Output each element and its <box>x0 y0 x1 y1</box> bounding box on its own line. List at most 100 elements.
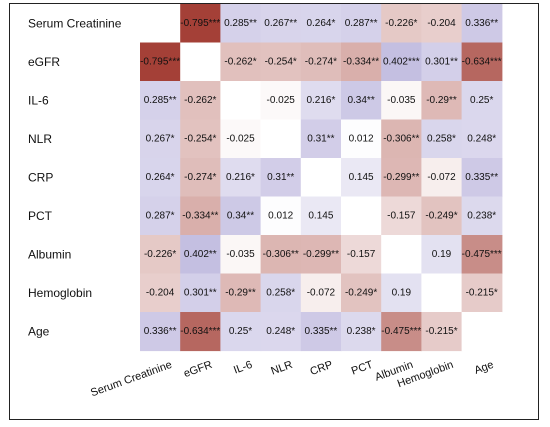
heatmap-cell-nlr-hemoglobin <box>421 119 463 159</box>
heatmap-cell-nlr-albumin <box>381 119 422 159</box>
heatmap-cell-albumin-pct <box>341 235 382 275</box>
heatmap-cell-hemoglobin-il-6 <box>220 273 262 313</box>
heatmap-cell-hemoglobin-nlr <box>260 273 302 313</box>
cell-value-label: -0.29** <box>225 287 256 298</box>
cell-value-label: -0.795*** <box>140 56 180 67</box>
heatmap-cell-il-6-egfr <box>180 81 221 121</box>
row-label-nlr: NLR <box>28 132 52 146</box>
cell-value-label: -0.262* <box>184 95 216 106</box>
column-labels: Serum Creatinine eGFR IL-6 NLR CRP PCTAlbumin… <box>89 359 495 400</box>
heatmap-cell-crp-albumin <box>381 158 422 198</box>
cell-value-label: -0.274* <box>184 172 216 183</box>
heatmap-cell-pct-nlr <box>260 196 302 236</box>
heatmap-cell-albumin-albumin <box>381 235 422 275</box>
cell-value-label: 0.19 <box>392 287 412 298</box>
heatmap-cell-pct-il-6 <box>220 196 262 236</box>
cell-value-label: 0.34** <box>227 210 254 221</box>
heatmap-cell-hemoglobin-hemoglobin <box>421 273 463 313</box>
heatmap-cell-pct-age <box>461 196 503 236</box>
heatmap-cell-hemoglobin-age <box>461 273 503 313</box>
cell-value-label: -0.29** <box>426 95 457 106</box>
cell-value-label: -0.204 <box>427 18 456 29</box>
heatmap-cell-nlr-pct <box>341 119 382 159</box>
row-label-egfr: eGFR <box>28 55 60 69</box>
heatmap-cell-pct-serum-creatinine <box>140 196 181 236</box>
heatmap-cell-egfr-egfr <box>180 42 221 82</box>
cell-value-label: -0.475*** <box>462 249 502 260</box>
heatmap-cell-nlr-age <box>461 119 503 159</box>
heatmap-cell-egfr-hemoglobin <box>421 42 463 82</box>
heatmap-cell-age-albumin <box>381 312 422 352</box>
cell-value-label: -0.035 <box>387 95 416 106</box>
cell-value-label: 0.264* <box>146 172 175 183</box>
heatmap-cell-age-il-6 <box>220 312 262 352</box>
heatmap-cells: -0.795*** 0.285** 0.267** 0.264* 0.287** -0.2… <box>140 4 503 352</box>
cell-value-label: 0.285** <box>224 18 257 29</box>
cell-value-label: 0.012 <box>349 133 374 144</box>
cell-value-label: -0.035 <box>226 249 255 260</box>
cell-value-label: 0.402*** <box>383 56 420 67</box>
cell-value-label: -0.795*** <box>180 18 220 29</box>
cell-value-label: 0.402** <box>184 249 217 260</box>
cell-value-label: -0.157 <box>347 249 376 260</box>
heatmap-cell-egfr-albumin <box>381 42 422 82</box>
heatmap-cell-pct-crp <box>300 196 342 236</box>
heatmap-cell-albumin-nlr <box>260 235 302 275</box>
heatmap-cell-serum-creatinine-pct <box>341 4 382 44</box>
cell-value-label: 0.216* <box>226 172 255 183</box>
heatmap-cell-serum-creatinine-albumin <box>381 4 422 44</box>
cell-value-label: -0.215* <box>466 287 498 298</box>
heatmap-cell-serum-creatinine-il-6 <box>220 4 262 44</box>
heatmap-cell-nlr-serum-creatinine <box>140 119 181 159</box>
heatmap-cell-il-6-hemoglobin <box>421 81 463 121</box>
heatmap-cell-egfr-age <box>461 42 503 82</box>
cell-value-label: 0.19 <box>432 249 452 260</box>
heatmap-cell-albumin-serum-creatinine <box>140 235 181 275</box>
cell-value-label: 0.335** <box>465 172 498 183</box>
heatmap-cell-il-6-crp <box>300 81 342 121</box>
cell-value-label: -0.306** <box>383 133 419 144</box>
column-label-pct: PCT <box>350 359 375 378</box>
column-label-egfr: eGFR <box>182 359 214 380</box>
cell-value-label: 0.34** <box>347 95 374 106</box>
column-label-serum-creatinine: Serum Creatinine <box>89 359 174 400</box>
cell-value-label: -0.299** <box>303 249 339 260</box>
heatmap-cell-crp-age <box>461 158 503 198</box>
cell-value-label: -0.274* <box>305 56 337 67</box>
heatmap-cell-albumin-hemoglobin <box>421 235 463 275</box>
heatmap-cell-crp-nlr <box>260 158 302 198</box>
heatmap-cell-serum-creatinine-hemoglobin <box>421 4 463 44</box>
heatmap-cell-nlr-nlr <box>260 119 302 159</box>
cell-value-label: 0.25* <box>229 326 252 337</box>
cell-value-label: 0.335** <box>304 326 337 337</box>
heatmap-cell-il-6-albumin <box>381 81 422 121</box>
heatmap-cell-hemoglobin-egfr <box>180 273 221 313</box>
cell-value-label: 0.264* <box>306 18 335 29</box>
heatmap-cell-age-pct <box>341 312 382 352</box>
heatmap-cell-crp-hemoglobin <box>421 158 463 198</box>
heatmap-cell-age-hemoglobin <box>421 312 463 352</box>
column-label-age: Age <box>473 359 496 377</box>
row-labels: Serum Creatinine eGFR IL-6 NLR CRP PCT Albumin… <box>28 16 122 338</box>
heatmap-cell-albumin-il-6 <box>220 235 262 275</box>
row-label-crp: CRP <box>28 170 53 184</box>
heatmap-cell-albumin-egfr <box>180 235 221 275</box>
column-label-crp: CRP <box>309 359 335 378</box>
heatmap-cell-nlr-il-6 <box>220 119 262 159</box>
heatmap-cell-hemoglobin-crp <box>300 273 342 313</box>
cell-value-label: -0.204 <box>146 287 175 298</box>
row-label-albumin: Albumin <box>28 247 71 261</box>
heatmap-cell-egfr-il-6 <box>220 42 262 82</box>
cell-value-label: -0.634*** <box>462 56 502 67</box>
heatmap-cell-serum-creatinine-egfr <box>180 4 221 44</box>
heatmap-cell-nlr-crp <box>300 119 342 159</box>
cell-value-label: 0.258* <box>427 133 456 144</box>
heatmap-cell-crp-pct <box>341 158 382 198</box>
heatmap-cell-egfr-nlr <box>260 42 302 82</box>
heatmap-cell-egfr-serum-creatinine <box>140 42 181 82</box>
heatmap-cell-pct-egfr <box>180 196 221 236</box>
cell-value-label: -0.262* <box>224 56 256 67</box>
heatmap-cell-serum-creatinine-age <box>461 4 503 44</box>
heatmap-cell-egfr-crp <box>300 42 342 82</box>
